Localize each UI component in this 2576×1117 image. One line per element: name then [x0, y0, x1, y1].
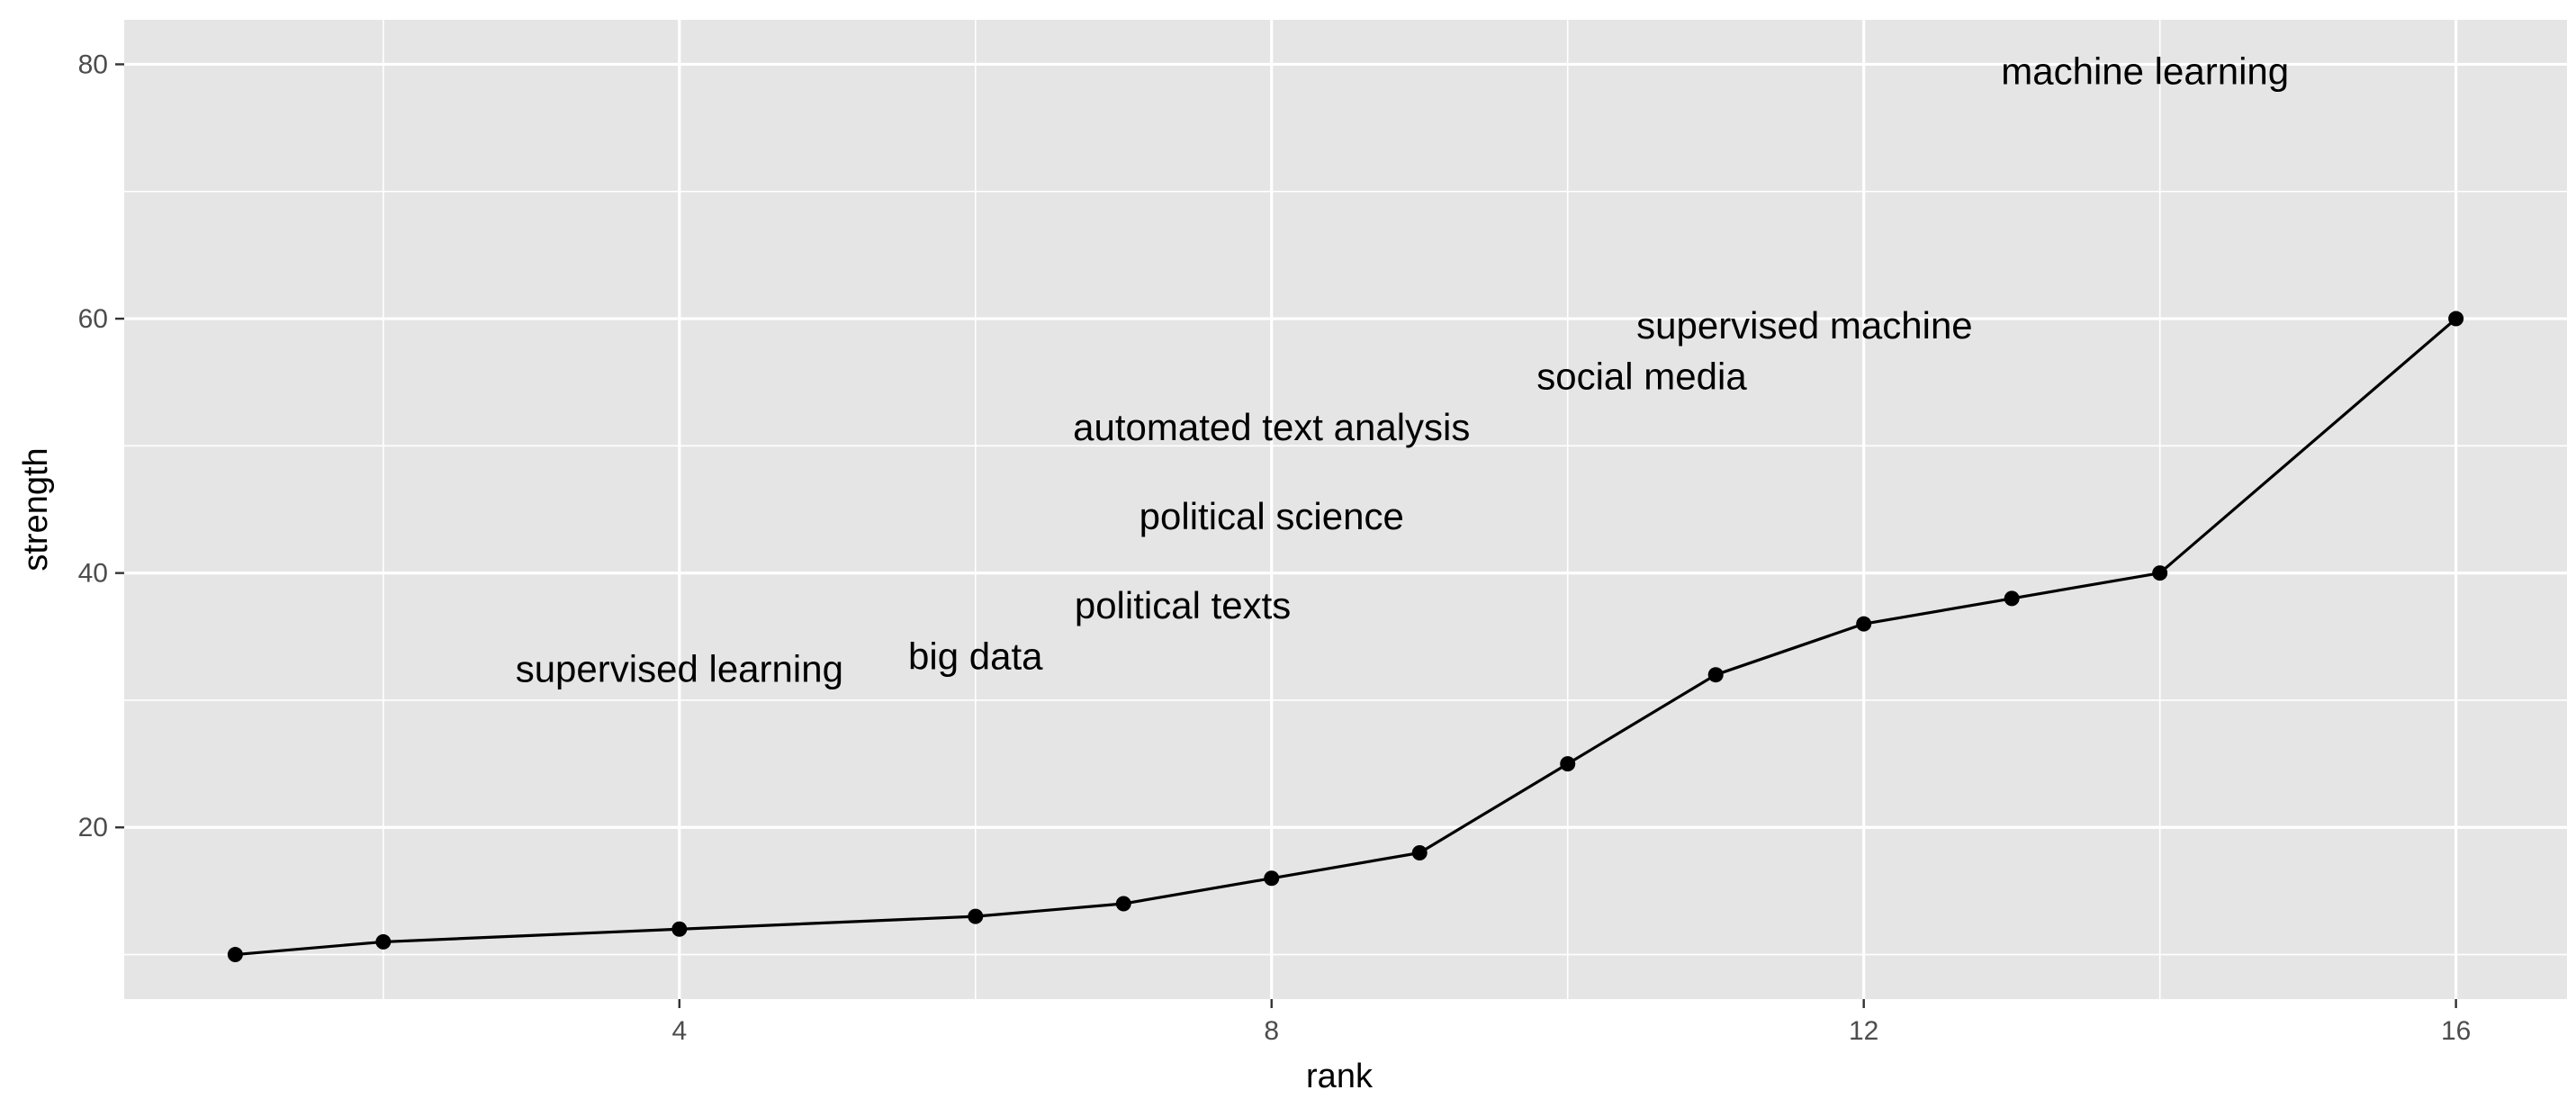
data-point	[968, 908, 984, 924]
data-point	[671, 921, 688, 937]
y-axis-title: strength	[17, 447, 55, 571]
data-point	[1560, 756, 1576, 772]
annotation-label: political texts	[1075, 584, 1291, 626]
annotation-label: supervised learning	[516, 648, 843, 690]
data-point	[2448, 311, 2464, 327]
y-tick-label: 40	[78, 559, 108, 589]
minor-gridlines	[124, 20, 2567, 999]
data-point	[2004, 590, 2020, 607]
data-point	[1411, 845, 1428, 861]
data-series	[227, 311, 2464, 963]
data-point	[1115, 896, 1131, 912]
y-tick-label: 20	[78, 813, 108, 842]
annotations: supervised learning big data political tex…	[516, 50, 2289, 690]
x-tick-label: 4	[671, 1016, 687, 1046]
y-tick-label: 60	[78, 304, 108, 334]
x-tick-label: 12	[1849, 1016, 1878, 1046]
axes: 4 8 12 16 20 40 60 80	[78, 50, 2472, 1046]
annotation-label: big data	[908, 635, 1043, 677]
annotation-label: social media	[1536, 356, 1747, 398]
data-point	[2152, 565, 2168, 581]
annotation-label: machine learning	[2001, 50, 2289, 93]
data-point	[1264, 870, 1280, 887]
x-axis-title: rank	[1306, 1058, 1374, 1095]
annotation-label: automated text analysis	[1073, 406, 1470, 448]
data-point	[1707, 667, 1724, 683]
major-gridlines	[124, 20, 2567, 999]
annotation-label: political science	[1139, 495, 1404, 537]
x-tick-label: 8	[1264, 1016, 1279, 1046]
x-tick-label: 16	[2441, 1016, 2471, 1046]
annotation-label: supervised machine	[1636, 304, 1973, 347]
data-point	[375, 933, 392, 950]
data-point	[1856, 616, 1872, 632]
y-tick-label: 80	[78, 50, 108, 79]
data-point	[227, 947, 243, 963]
